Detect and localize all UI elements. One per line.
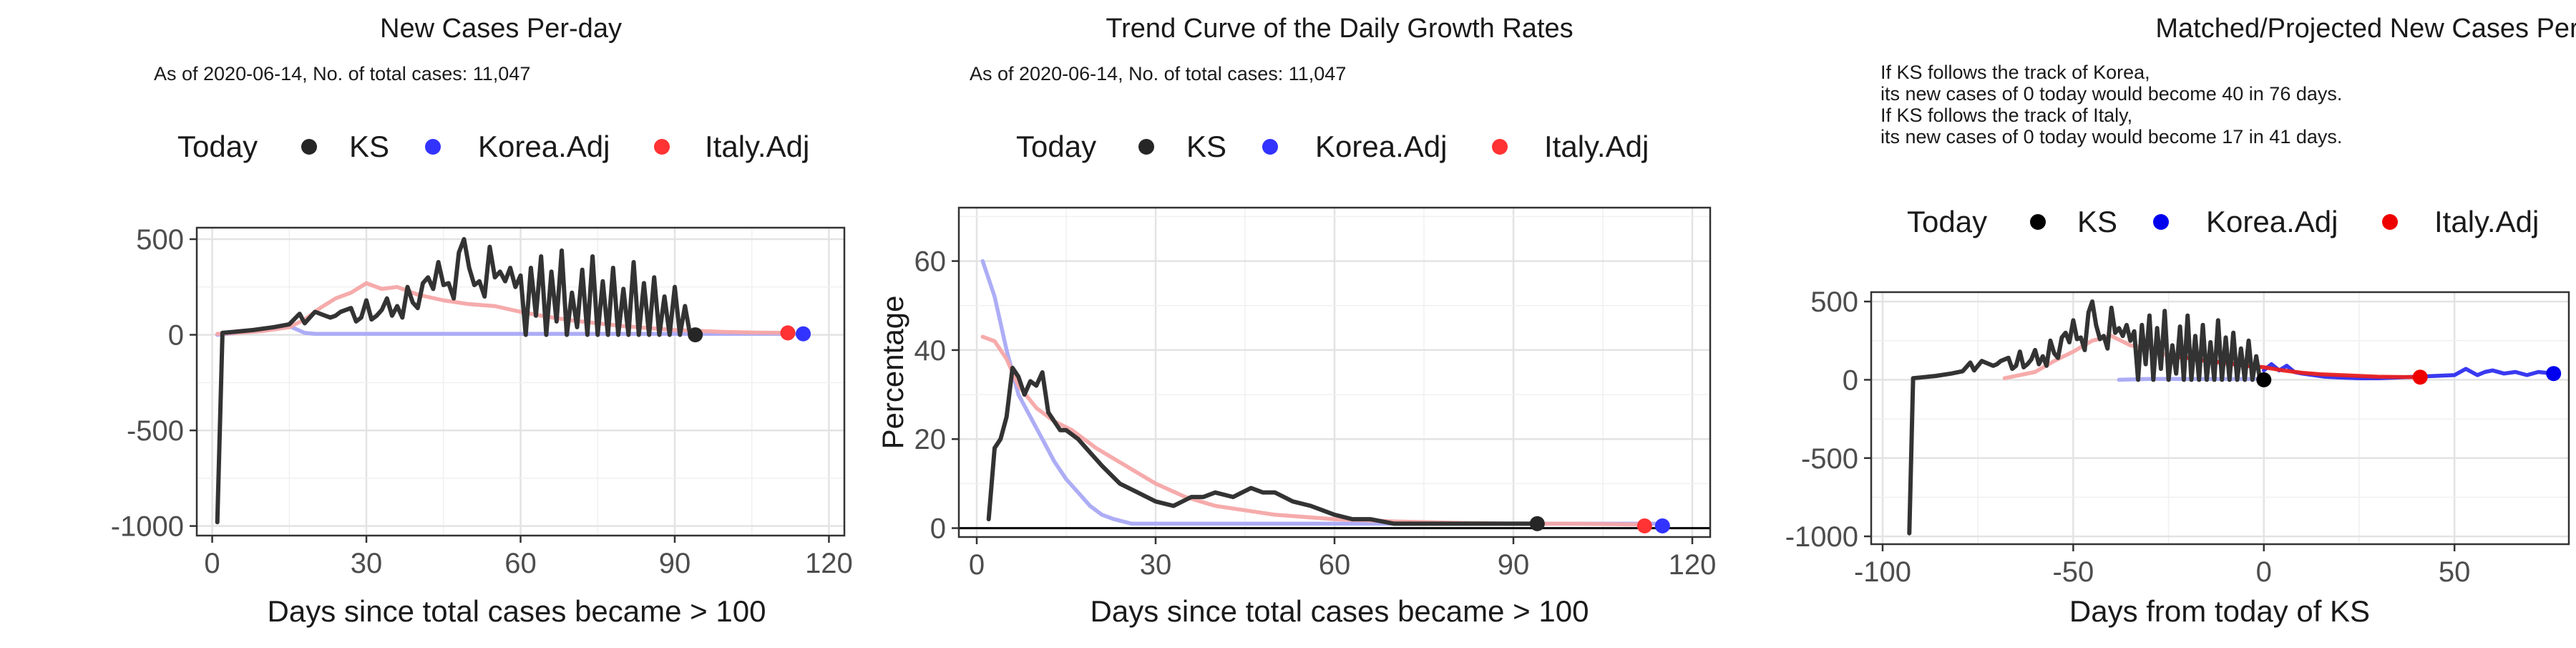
legend-label: Korea.Adj [1315,130,1447,163]
legend-key-ks [301,139,317,155]
x-tick-label: 120 [805,548,853,579]
x-tick-label: 90 [1498,549,1530,581]
y-tick-label: -500 [127,415,184,447]
legend-label: KS [1186,130,1226,163]
x-tick-label: 60 [1319,549,1351,581]
x-tick-label: 0 [2256,556,2272,588]
today-point-italy-adj [1636,518,1652,533]
today-point-korea-adj [796,326,811,342]
y-tick-label: -1000 [1785,521,1858,553]
legend-title: Today [1907,205,1987,238]
legend: Today KS Korea.Adj Italy.Adj [177,130,809,163]
y-tick-label: -1000 [111,511,184,543]
series-group [215,237,806,525]
plot-border [1870,291,2570,546]
chart-title: Trend Curve of the Daily Growth Rates [1106,14,1573,44]
legend: Today KS Korea.Adj Italy.Adj [1016,130,1649,163]
today-point-ks [1529,516,1545,531]
legend-label: Korea.Adj [478,130,610,163]
chart-panel-1: New Cases Per-day As of 2020-06-14, No. o… [111,14,853,628]
series-line-ks [1907,299,2266,536]
x-tick-label: 30 [351,548,383,579]
today-point-ks [688,327,703,343]
x-tick-label: -50 [2052,556,2094,588]
series-line-ks [215,237,698,525]
x-axis-title: Days since total cases became > 100 [1091,594,1589,628]
chart-subtitle: its new cases of 0 today would become 40… [1880,83,2342,105]
chart-title: Matched/Projected New Cases Per-day [2155,14,2576,44]
legend-label: KS [349,130,389,163]
y-tick-label: 500 [1810,286,1858,318]
y-axis-title: Percentage [876,296,909,450]
x-tick-label: 0 [204,548,220,579]
chart-subtitle: As of 2020-06-14, No. of total cases: 11… [970,63,1346,84]
y-tick-label: 500 [136,224,184,256]
x-tick-label: 60 [504,548,537,579]
today-point-italy-adj [2412,369,2428,385]
x-tick-label: 0 [969,549,985,581]
legend-key-italy-adj [2382,214,2398,230]
chart-subtitle: If KS follows the track of Korea, [1880,62,2150,83]
y-tick-label: 60 [914,246,947,278]
y-tick-label: 0 [930,513,946,545]
chart-subtitle: As of 2020-06-14, No. of total cases: 11… [154,63,530,84]
series-group [1907,299,2556,536]
x-axis-title: Days from today of KS [2069,594,2370,628]
chart-subtitle: its new cases of 0 today would become 17… [1880,126,2342,148]
x-tick-label: 120 [1669,549,1717,581]
today-point-korea-adj [2546,366,2562,382]
legend-key-korea-adj [2153,214,2169,230]
series-group [980,258,1665,527]
today-point-ks [2256,372,2272,387]
chart-title: New Cases Per-day [380,14,622,44]
legend-label: Korea.Adj [2206,205,2338,238]
chart-panel-3: Matched/Projected New Cases Per-dayIf KS… [1785,14,2576,628]
legend-label: Italy.Adj [1544,130,1649,163]
today-point-korea-adj [1654,518,1670,533]
y-tick-label: 20 [914,424,947,455]
legend-label: Italy.Adj [705,130,809,163]
x-axis-title: Days since total cases became > 100 [268,594,766,628]
legend-title: Today [1016,130,1096,163]
legend-title: Today [177,130,258,163]
legend-label: KS [2077,205,2117,238]
y-tick-label: 40 [914,335,947,367]
legend-key-italy-adj [1492,139,1508,155]
legend-key-ks [2030,214,2046,230]
series-line-ks [986,365,1540,526]
x-tick-label: 50 [2439,556,2471,588]
y-tick-label: 0 [168,320,184,352]
legend-key-korea-adj [425,139,441,155]
y-tick-label: 0 [1843,364,1858,396]
x-tick-label: -100 [1854,556,1911,588]
series-line-korea-adj [980,258,1665,526]
legend-key-italy-adj [654,139,670,155]
chart-panel-2: Trend Curve of the Daily Growth Rates As … [876,14,1716,628]
today-point-italy-adj [780,325,796,341]
chart-subtitle: If KS follows the track of Italy, [1880,105,2132,126]
x-tick-label: 90 [659,548,691,579]
legend-key-ks [1138,139,1154,155]
legend: Today KS Korea.Adj Italy.Adj [1907,205,2539,238]
series-line-italy-adj [215,281,790,336]
y-tick-label: -500 [1801,443,1858,475]
legend-key-korea-adj [1262,139,1278,155]
legend-label: Italy.Adj [2434,205,2539,238]
x-tick-label: 30 [1140,549,1172,581]
